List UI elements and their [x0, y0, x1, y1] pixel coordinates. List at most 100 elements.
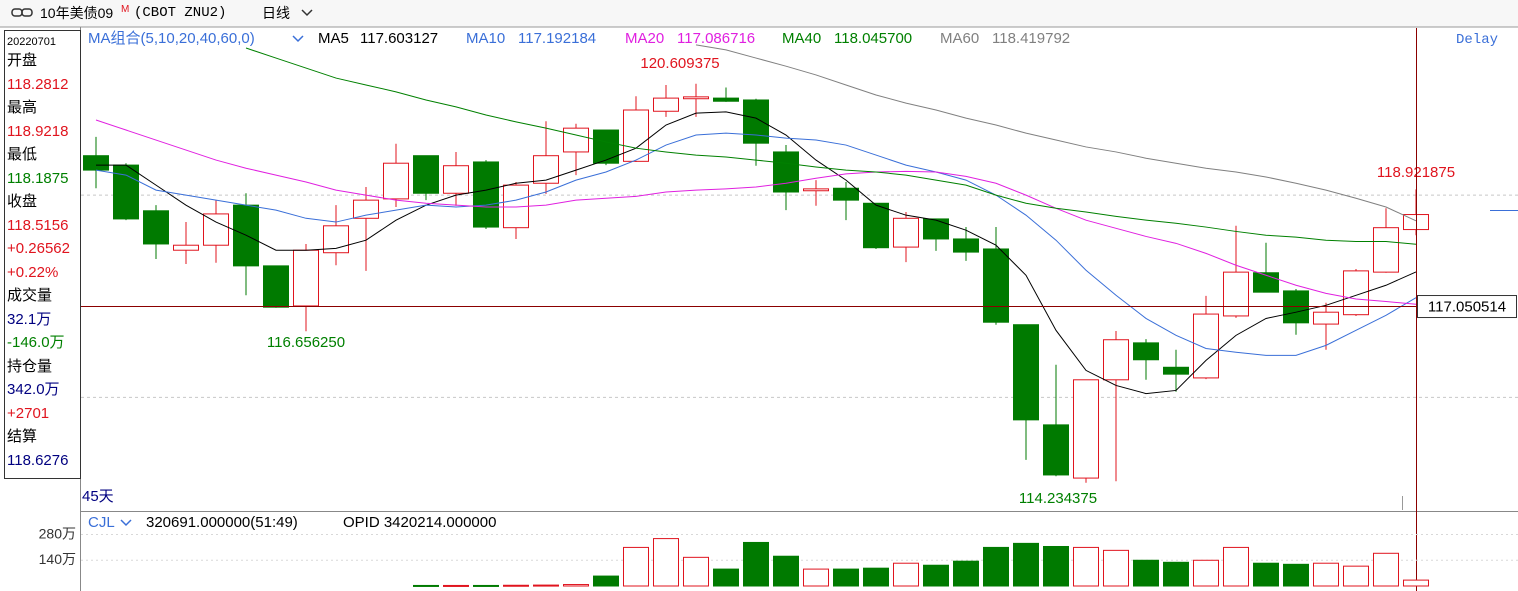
- volume-bar: [1133, 559, 1159, 587]
- legend-value: 117.086716: [677, 30, 756, 47]
- info-item: 持仓量: [7, 357, 53, 375]
- volume-bar: [1223, 546, 1249, 587]
- y-tick-label: 280万: [39, 525, 76, 541]
- volume-bar: [623, 546, 649, 587]
- legend-name: MA10: [466, 30, 506, 47]
- candle-body: [143, 210, 169, 245]
- volume-bar: [1193, 559, 1219, 587]
- candle-body: [533, 155, 559, 184]
- candle-body: [293, 249, 319, 307]
- candle-body: [833, 187, 859, 201]
- period-chevron[interactable]: [301, 9, 313, 17]
- info-item: 118.1875: [7, 169, 69, 187]
- info-date: 20220701: [7, 36, 56, 48]
- info-item: +0.26562: [7, 240, 70, 257]
- info-item: 32.1万: [7, 310, 52, 328]
- legend-value: 118.045700: [834, 30, 913, 47]
- volume-bar: [413, 584, 439, 587]
- info-item: 118.6276: [7, 451, 69, 469]
- volume-bar: [653, 538, 679, 587]
- period[interactable]: 日线: [262, 5, 290, 21]
- volume-bar: [533, 584, 559, 587]
- legend-name: MA20: [625, 30, 665, 47]
- volume-bar: [773, 555, 799, 587]
- info-item: -146.0万: [7, 334, 65, 351]
- volume-bar: [863, 567, 889, 587]
- info-item: 最低: [7, 146, 38, 163]
- opid-summary: OPID 3420214.000000: [343, 514, 497, 531]
- info-item: +2701: [7, 404, 50, 422]
- symbol-icon: [11, 8, 33, 17]
- candle-body: [743, 99, 769, 144]
- candle-body: [863, 202, 889, 249]
- volume-bar: [1343, 565, 1369, 587]
- candle-body: [1043, 424, 1069, 476]
- candle-body: [1193, 313, 1219, 379]
- candle-body: [1373, 227, 1399, 273]
- symbol-flag: M: [121, 4, 130, 15]
- volume-bar: [1283, 563, 1309, 587]
- candle-body: [1103, 339, 1129, 381]
- info-box: [4, 30, 81, 479]
- period-count: 45天: [82, 488, 114, 505]
- volume-title[interactable]: CJL: [88, 514, 115, 531]
- volume-bar: [563, 584, 589, 587]
- volume-bar: [743, 541, 769, 587]
- price-annotation: 120.609375: [640, 55, 719, 72]
- volume-bar: [683, 556, 709, 587]
- candle-body: [713, 97, 739, 102]
- candle-body: [923, 218, 949, 240]
- info-item: 结算: [7, 428, 38, 445]
- symbol-code: (CBOT ZNU2): [134, 5, 227, 21]
- cjl-chevron[interactable]: [120, 519, 132, 527]
- crosshair-box: [1417, 295, 1517, 319]
- info-item: 收盘: [7, 193, 38, 210]
- price-annotation: 114.234375: [1019, 490, 1097, 507]
- header-bar: [0, 0, 1518, 27]
- volume-bar: [1403, 579, 1429, 587]
- ma-line: [245, 47, 1417, 245]
- volume-bar: [1013, 542, 1039, 587]
- ma-chevron[interactable]: [292, 35, 304, 43]
- volume-summary: 320691.000000(51:49): [146, 514, 298, 531]
- candle-body: [623, 109, 649, 162]
- candle-body: [1223, 271, 1249, 317]
- candle-body: [773, 151, 799, 193]
- candle-body: [1163, 366, 1189, 375]
- candle-body: [413, 155, 439, 194]
- info-item: 开盘: [7, 52, 38, 69]
- candle-body: [953, 238, 979, 253]
- volume-bar: [593, 575, 619, 587]
- candle-body: [893, 217, 919, 248]
- volume-bar: [1073, 546, 1099, 587]
- ma-legend-title[interactable]: MA组合(5,10,20,40,60,0): [88, 30, 255, 47]
- volume-bar: [473, 584, 499, 587]
- candle-body: [1013, 324, 1039, 421]
- price-annotation: 116.656250: [267, 334, 345, 351]
- candle-body: [443, 165, 469, 194]
- volume-bar: [1103, 549, 1129, 587]
- volume-bar: [803, 568, 829, 587]
- volume-bar: [953, 560, 979, 587]
- ma-line: [95, 119, 1417, 305]
- candle-body: [263, 265, 289, 308]
- candle-body: [1133, 342, 1159, 361]
- candle-body: [383, 162, 409, 200]
- candle-body: [563, 127, 589, 153]
- ma-line: [96, 111, 1417, 395]
- candle-body: [653, 97, 679, 112]
- volume-bar: [1373, 552, 1399, 587]
- candle-body: [683, 96, 709, 100]
- info-item: 最高: [7, 99, 38, 116]
- volume-bar: [893, 562, 919, 587]
- symbol[interactable]: 10年美债09: [40, 5, 114, 21]
- volume-bar: [713, 568, 739, 587]
- status: Delay: [1456, 32, 1499, 48]
- volume-bar: [1163, 561, 1189, 587]
- legend-value: 118.419792: [992, 30, 1071, 47]
- info-item: 342.0万: [7, 381, 60, 398]
- candle-body: [1073, 379, 1099, 479]
- info-item: 118.9218: [7, 122, 69, 140]
- volume-bar: [833, 568, 859, 587]
- ma-line: [695, 44, 1417, 222]
